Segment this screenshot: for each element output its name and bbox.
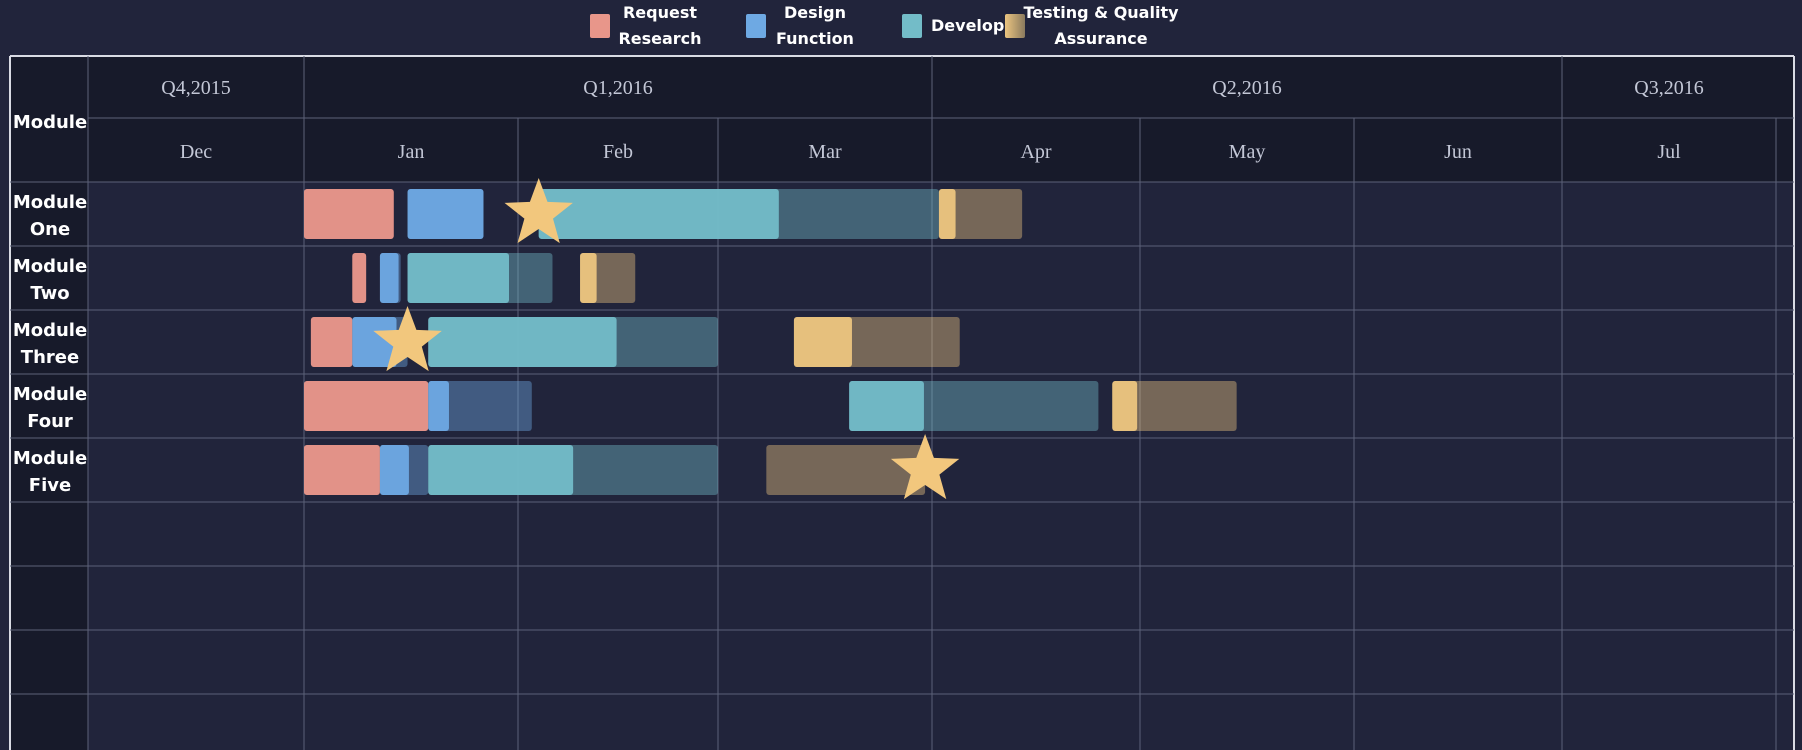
task-bar-complete xyxy=(379,445,409,495)
task-request xyxy=(310,317,353,367)
month-label: Jul xyxy=(1657,141,1681,163)
month-label: Jan xyxy=(398,141,425,163)
quarter-label: Q3,2016 xyxy=(1634,77,1703,99)
task-request xyxy=(304,189,394,239)
row-label-line: One xyxy=(30,219,70,240)
row-label-line: Four xyxy=(27,411,73,432)
row-label-line: Module xyxy=(13,384,87,405)
task-bar-complete xyxy=(304,189,394,239)
month-label: Jun xyxy=(1444,141,1472,163)
task-bar-remaining xyxy=(1112,381,1237,431)
month-label: Dec xyxy=(180,141,212,163)
legend-label-line: Testing & Quality xyxy=(1023,3,1179,22)
task-bar-complete xyxy=(580,253,597,303)
task-request xyxy=(304,381,429,431)
row-label: Module One xyxy=(13,192,87,240)
timeline-header: Module Q4,2015 Q1,2016 Q2,2016 Q3,2016 Dec Jan… xyxy=(13,77,1704,163)
task-bar-complete xyxy=(407,189,484,239)
task-develop xyxy=(407,253,553,303)
task-bar-complete xyxy=(310,317,353,367)
row-label: Module Two xyxy=(13,256,87,304)
task-testing xyxy=(580,253,636,303)
legend-label-design: Design Function xyxy=(776,3,854,48)
task-bar-complete xyxy=(352,317,397,367)
month-label: May xyxy=(1229,141,1266,163)
task-bar-remaining xyxy=(766,445,926,495)
task-bar-remaining xyxy=(428,381,532,431)
month-label: Feb xyxy=(603,141,633,163)
legend-swatch-design xyxy=(746,14,766,38)
row-label: Module Four xyxy=(13,384,87,432)
task-bar-complete xyxy=(304,445,380,495)
legend-label-line: Request xyxy=(623,3,697,22)
milestone-star-icon xyxy=(373,306,442,372)
month-label: Mar xyxy=(808,141,842,163)
task-bar-complete xyxy=(849,381,924,431)
task-bar-complete xyxy=(428,445,574,495)
label-column xyxy=(10,56,88,750)
legend-label-testing: Testing & Quality Assurance xyxy=(1023,3,1179,48)
task-develop xyxy=(428,445,718,495)
row-label: Module Five xyxy=(13,448,87,496)
row-label-line: Module xyxy=(13,448,87,469)
task-bar-complete xyxy=(379,253,399,303)
grid-lines xyxy=(9,55,1795,750)
task-develop xyxy=(428,317,718,367)
task-design xyxy=(428,381,532,431)
header-band xyxy=(10,56,1794,182)
task-bar-complete xyxy=(428,317,617,367)
legend-swatch-testing xyxy=(1005,14,1025,38)
legend-label-line: Develop xyxy=(931,16,1004,35)
task-bar-complete xyxy=(538,189,779,239)
task-design xyxy=(379,253,401,303)
task-bar-remaining xyxy=(938,189,1023,239)
milestone-star-icon xyxy=(890,434,960,500)
row-header: Module xyxy=(13,112,87,133)
quarter-label: Q2,2016 xyxy=(1212,77,1281,99)
legend-label-line: Research xyxy=(618,29,701,48)
task-testing xyxy=(938,189,1023,239)
legend-label-line: Assurance xyxy=(1054,29,1147,48)
row-label-line: Module xyxy=(13,256,87,277)
row-label-line: Module xyxy=(13,320,87,341)
task-bar-complete xyxy=(1112,381,1138,431)
task-request xyxy=(352,253,367,303)
quarter-label: Q1,2016 xyxy=(583,77,652,99)
task-bar-complete xyxy=(352,253,367,303)
milestones xyxy=(373,178,960,500)
task-design xyxy=(379,445,429,495)
legend: Request Research Design Function Develop Test… xyxy=(590,3,1179,48)
legend-swatch-request xyxy=(590,14,610,38)
legend-swatch-develop xyxy=(902,14,922,38)
task-testing xyxy=(1112,381,1237,431)
legend-label-line: Function xyxy=(776,29,854,48)
legend-label-line: Design xyxy=(784,3,846,22)
row-label-line: Five xyxy=(29,475,71,496)
legend-label-request: Request Research xyxy=(618,3,701,48)
task-request xyxy=(304,445,380,495)
task-bar-complete xyxy=(938,189,956,239)
row-label-line: Module xyxy=(13,192,87,213)
row-label-line: Two xyxy=(30,283,69,304)
task-bar-complete xyxy=(304,381,429,431)
milestone-star-icon xyxy=(504,178,573,244)
row-label-line: Three xyxy=(21,347,79,368)
quarter-label: Q4,2015 xyxy=(161,77,230,99)
task-bar-complete xyxy=(793,317,852,367)
task-develop xyxy=(538,189,939,239)
legend-label-develop: Develop xyxy=(931,16,1004,35)
task-bars xyxy=(304,189,1237,495)
month-label: Apr xyxy=(1020,141,1051,163)
task-testing xyxy=(766,445,926,495)
task-develop xyxy=(849,381,1099,431)
task-testing xyxy=(793,317,960,367)
task-bar-complete xyxy=(407,253,510,303)
row-label: Module Three xyxy=(13,320,87,368)
task-design xyxy=(407,189,484,239)
task-bar-complete xyxy=(428,381,449,431)
